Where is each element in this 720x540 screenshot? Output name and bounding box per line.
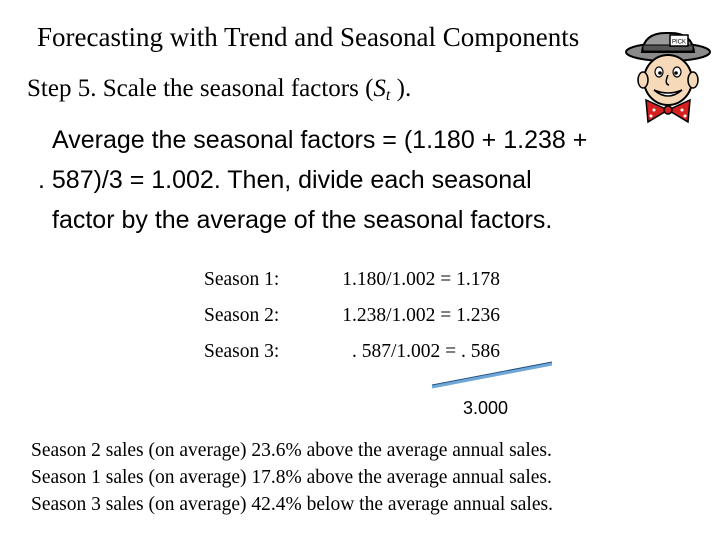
summary-lines: Season 2 sales (on average) 23.6% above … (31, 437, 553, 518)
season-calculations: Season 1: 1.180/1.002 = 1.178 Season 2: … (204, 262, 500, 370)
season-row: Season 1: 1.180/1.002 = 1.178 (204, 262, 500, 298)
sum-underline (431, 361, 553, 389)
step-prefix: Step 5. Scale the seasonal factors ( (27, 75, 374, 102)
summary-line: Season 1 sales (on average) 17.8% above … (31, 467, 552, 488)
paragraph-line-3: factor by the average of the seasonal fa… (52, 206, 553, 234)
paragraph-line-1: Average the seasonal factors = (1.180 + … (52, 126, 588, 154)
season-row: Season 3: . 587/1.002 = . 586 (204, 334, 500, 370)
season-label: Season 2: (204, 305, 280, 326)
season-calc: . 587/1.002 = . 586 (351, 341, 500, 362)
explanation-paragraph: Average the seasonal factors = (1.180 + … (38, 120, 692, 240)
slide-title: Forecasting with Trend and Seasonal Comp… (37, 22, 580, 52)
step-heading: Step 5. Scale the seasonal factors (St )… (27, 75, 411, 105)
season-calc: 1.238/1.002 = 1.236 (342, 305, 500, 326)
summary-line: Season 3 sales (on average) 42.4% below … (31, 494, 553, 515)
season-label: Season 3: (204, 341, 280, 362)
seasonal-subscript: t (385, 87, 391, 104)
mascot-clipart-icon: PICK (625, 31, 711, 124)
mascot-card-text: PICK (672, 40, 686, 46)
season-calc: 1.180/1.002 = 1.178 (342, 269, 500, 290)
summary-line: Season 2 sales (on average) 23.6% above … (31, 440, 552, 461)
season-label: Season 1: (204, 269, 280, 290)
seasonal-variable: S (373, 75, 386, 102)
seasonal-factor-total: 3.000 (463, 398, 509, 418)
season-row: Season 2: 1.238/1.002 = 1.236 (204, 298, 500, 334)
paragraph-line-2: . 587)/3 = 1.002. Then, divide each seas… (38, 166, 532, 194)
step-suffix: ). (390, 75, 412, 102)
